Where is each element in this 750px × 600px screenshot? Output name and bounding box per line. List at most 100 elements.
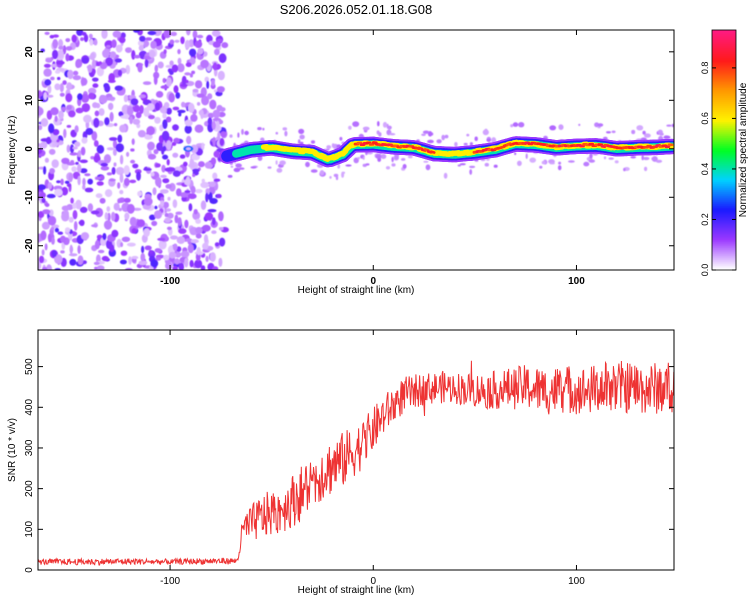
colorbar-cell (712, 238, 736, 241)
noise-speckle (66, 183, 72, 187)
halo-speckle (568, 160, 575, 163)
noise-speckle (177, 109, 186, 114)
noise-speckle (150, 259, 159, 268)
colorbar-cell (712, 40, 736, 43)
noise-speckle (130, 98, 139, 106)
colorbar-cell (712, 156, 736, 159)
x-tick-label: 100 (568, 276, 585, 287)
noise-speckle (160, 200, 165, 207)
noise-speckle (218, 53, 227, 64)
noise-speckle (47, 182, 53, 190)
noise-speckle (78, 220, 85, 225)
noise-speckle (43, 92, 47, 101)
colorbar-cell (712, 228, 736, 231)
noise-speckle (178, 112, 182, 117)
halo-speckle (578, 123, 581, 126)
halo-speckle (486, 139, 492, 142)
halo-speckle (518, 122, 525, 128)
colorbar-cell (712, 44, 736, 47)
halo-speckle (275, 160, 278, 165)
halo-speckle (642, 130, 646, 135)
noise-speckle (160, 85, 170, 89)
noise-speckle (195, 233, 202, 239)
colorbar-cell (712, 158, 736, 161)
colorbar-cell (712, 220, 736, 223)
colorbar-cell (712, 204, 736, 207)
noise-speckle (164, 217, 171, 223)
noise-speckle (163, 49, 167, 55)
colorbar-cell (712, 102, 736, 105)
colorbar-cell (712, 72, 736, 75)
noise-speckle (68, 253, 78, 257)
colorbar-cell (712, 30, 736, 33)
noise-speckle (68, 173, 73, 183)
noise-speckle (169, 70, 174, 76)
noise-speckle (155, 163, 161, 168)
noise-speckle (115, 167, 125, 175)
noise-speckle (109, 51, 117, 59)
noise-speckle (114, 85, 124, 91)
noise-speckle (143, 107, 150, 117)
colorbar-cell (712, 36, 736, 39)
noise-speckle (144, 245, 152, 251)
noise-speckle (42, 267, 48, 270)
noise-speckle (137, 130, 146, 138)
halo-speckle (484, 162, 489, 167)
noise-speckle (98, 249, 105, 254)
halo-speckle (241, 128, 244, 135)
noise-speckle (44, 243, 48, 251)
bottom-y-ticks: 0 100 200 300 400 500 (24, 358, 674, 573)
noise-speckle (205, 192, 209, 203)
noise-speckle (184, 124, 192, 134)
noise-speckle (70, 160, 75, 164)
noise-speckle (140, 253, 146, 262)
noise-speckle (130, 148, 135, 152)
colorbar-cell (712, 112, 736, 115)
noise-speckle (80, 77, 88, 86)
noise-speckle (211, 30, 221, 37)
noise-speckle (81, 31, 87, 36)
noise-speckle (84, 173, 91, 177)
noise-speckle (38, 106, 44, 116)
noise-speckle (153, 30, 162, 37)
halo-speckle (588, 159, 595, 163)
noise-speckle (164, 167, 173, 172)
noise-speckle (172, 124, 179, 131)
colorbar-cell (712, 86, 736, 89)
noise-speckle (69, 152, 78, 156)
halo-speckle (583, 161, 590, 167)
noise-speckle (138, 45, 144, 51)
halo-speckle (644, 166, 648, 172)
noise-speckle (165, 208, 171, 212)
colorbar-cell (712, 46, 736, 49)
top-x-ticks: -100 0 100 (160, 30, 585, 287)
noise-speckle (146, 103, 155, 111)
halo-speckle (377, 121, 380, 127)
noise-speckle (109, 244, 115, 253)
noise-speckle (51, 237, 55, 245)
noise-speckle (162, 178, 170, 184)
halo-speckle (352, 121, 360, 127)
y-tick-label: 10 (24, 94, 35, 106)
halo-speckle (257, 127, 262, 131)
noise-speckle (194, 80, 203, 89)
noise-speckle (165, 184, 172, 189)
noise-speckle (52, 49, 59, 60)
noise-speckle (184, 179, 191, 186)
noise-speckle (81, 57, 89, 64)
halo-speckle (482, 129, 489, 136)
noise-speckle (88, 92, 95, 100)
noise-speckle (147, 153, 157, 160)
noise-speckle (167, 212, 174, 219)
halo-speckle (459, 163, 466, 166)
noise-speckle (61, 186, 69, 196)
halo-speckle (387, 125, 392, 130)
y-tick-label: 0 (24, 146, 35, 152)
noise-speckle (161, 130, 170, 141)
colorbar-cell (712, 56, 736, 59)
noise-speckle (58, 45, 64, 50)
noise-speckle (40, 118, 49, 127)
noise-speckle (66, 104, 72, 110)
noise-speckle (115, 44, 123, 53)
colorbar-cell (712, 188, 736, 191)
